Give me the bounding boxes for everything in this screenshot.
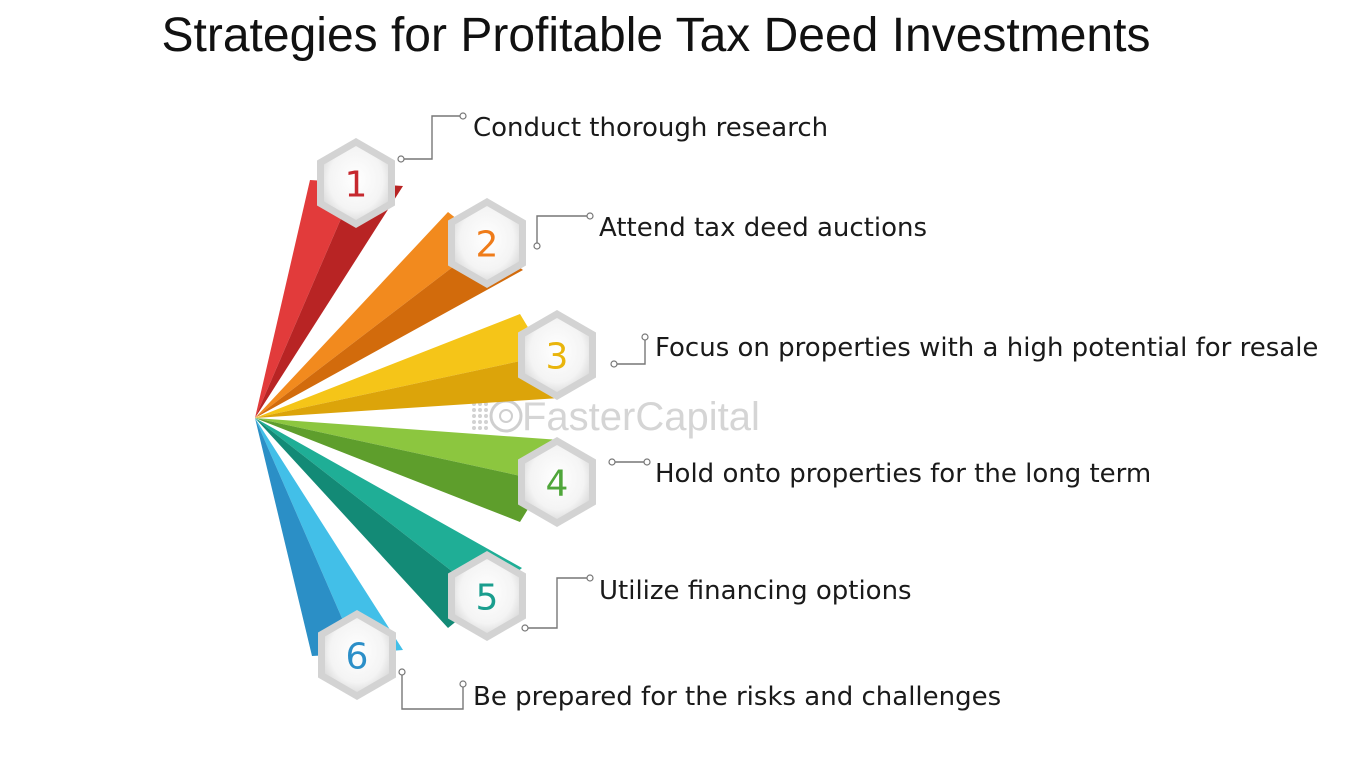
step-number-6: 6 <box>346 637 369 678</box>
step-label-6: Be prepared for the risks and challenges <box>473 682 1001 712</box>
hexagon-badge-6: 6 <box>318 610 396 700</box>
blade-6 <box>255 418 403 656</box>
step-number-5: 5 <box>476 578 499 619</box>
watermark-logo-icon <box>472 399 523 433</box>
page-title: Strategies for Profitable Tax Deed Inves… <box>161 9 1151 62</box>
hexagon-badge-5: 5 <box>448 551 526 641</box>
blade-5 <box>255 418 522 628</box>
blade-3 <box>255 314 560 418</box>
hexagon-badge-3: 3 <box>518 310 596 400</box>
hexagon-badge-1: 1 <box>317 138 395 228</box>
hexagon-badge-4: 4 <box>518 437 596 527</box>
number-badges: 1 2 3 4 5 6 <box>317 138 596 700</box>
connector-3 <box>610 333 649 368</box>
step-labels: Conduct thorough research Attend tax dee… <box>473 113 1318 712</box>
watermark: FasterCapital <box>472 395 760 439</box>
connector-4 <box>608 458 651 466</box>
step-number-2: 2 <box>476 225 499 266</box>
step-number-4: 4 <box>546 464 569 505</box>
step-number-1: 1 <box>345 165 368 206</box>
step-label-1: Conduct thorough research <box>473 113 828 143</box>
step-label-5: Utilize financing options <box>599 576 912 606</box>
connector-5 <box>521 574 594 632</box>
connector-2 <box>533 212 594 250</box>
connector-6 <box>398 668 467 710</box>
watermark-text: FasterCapital <box>522 395 760 439</box>
connector-1 <box>397 112 467 163</box>
step-label-3: Focus on properties with a high potentia… <box>655 333 1318 363</box>
fan-blades <box>255 180 560 656</box>
step-number-3: 3 <box>546 337 569 378</box>
hexagon-badge-2: 2 <box>448 198 526 288</box>
blade-4 <box>255 418 560 522</box>
step-label-4: Hold onto properties for the long term <box>655 459 1151 489</box>
blade-1 <box>255 180 403 418</box>
step-label-2: Attend tax deed auctions <box>599 213 927 243</box>
blade-2 <box>255 212 523 418</box>
label-connectors <box>397 112 651 710</box>
